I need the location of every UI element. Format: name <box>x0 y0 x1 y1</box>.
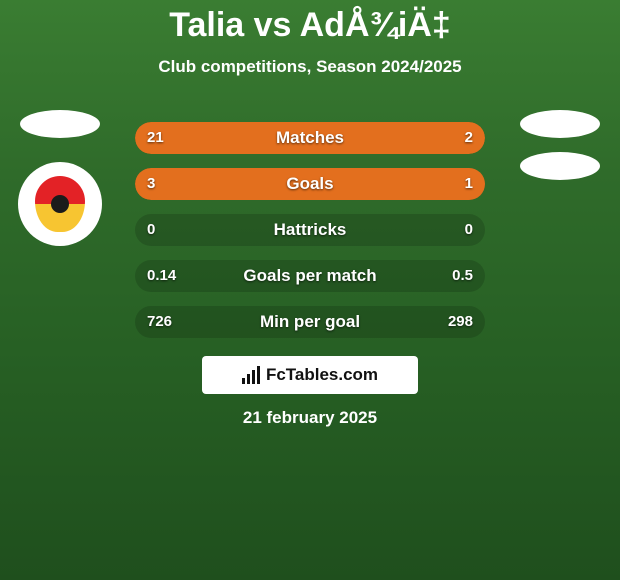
stat-row: 0.140.5Goals per match <box>135 260 485 292</box>
shield-emblem-icon <box>51 195 69 213</box>
right-player-club-placeholder <box>520 152 600 180</box>
left-player-column <box>10 110 110 246</box>
stat-label: Goals per match <box>135 260 485 292</box>
bars-chart-icon <box>242 366 260 384</box>
infographic-container: Talia vs AdÅ¾iÄ‡ Club competitions, Seas… <box>0 0 620 580</box>
stat-label: Hattricks <box>135 214 485 246</box>
stat-label: Min per goal <box>135 306 485 338</box>
left-player-flag-placeholder <box>20 110 100 138</box>
page-title: Talia vs AdÅ¾iÄ‡ <box>0 0 620 45</box>
right-player-flag-placeholder <box>520 110 600 138</box>
stat-label: Matches <box>135 122 485 154</box>
stats-bars: 212Matches 31Goals 00Hattricks 0.140.5Goals… <box>135 122 485 338</box>
stat-row: 726298Min per goal <box>135 306 485 338</box>
left-player-club-badge <box>18 162 102 246</box>
right-player-column <box>510 110 610 180</box>
stat-row: 00Hattricks <box>135 214 485 246</box>
stat-row: 212Matches <box>135 122 485 154</box>
benevento-shield-icon <box>35 176 85 232</box>
subtitle: Club competitions, Season 2024/2025 <box>0 57 620 77</box>
stat-label: Goals <box>135 168 485 200</box>
stat-row: 31Goals <box>135 168 485 200</box>
date-text: 21 february 2025 <box>0 408 620 428</box>
branding-text: FcTables.com <box>266 365 378 385</box>
branding-box: FcTables.com <box>202 356 418 394</box>
